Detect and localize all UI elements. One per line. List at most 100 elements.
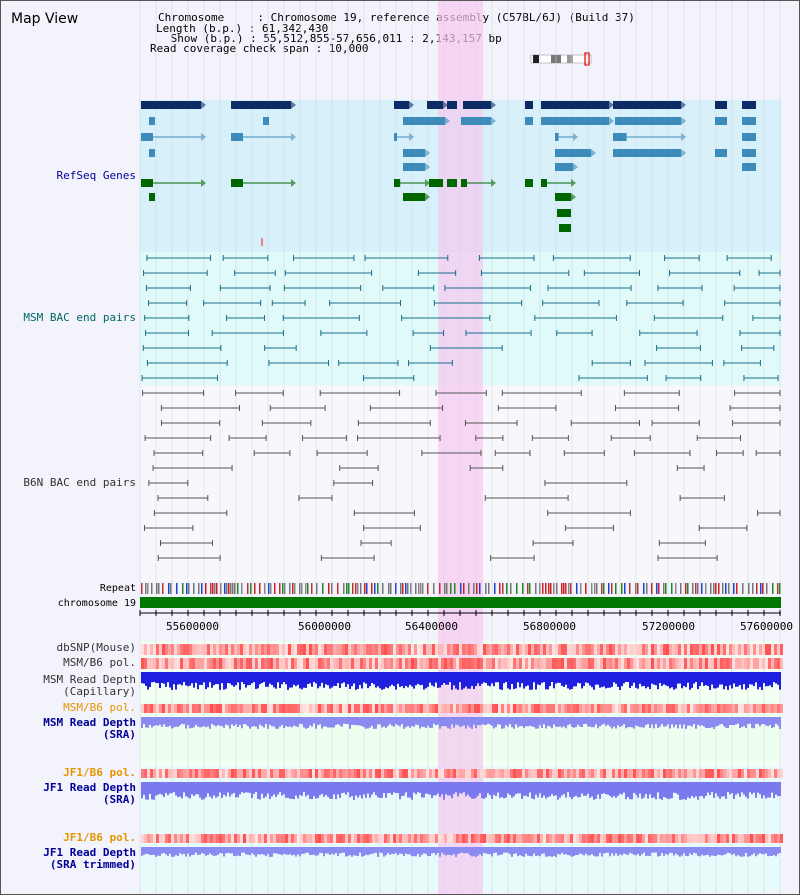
depth-bar — [687, 717, 689, 726]
heat-cell — [222, 644, 225, 655]
heat-cell — [357, 834, 360, 843]
depth-bar — [677, 847, 679, 856]
heat-cell — [531, 834, 534, 843]
depth-bar — [411, 717, 413, 727]
heat-cell — [348, 769, 351, 778]
heat-cell — [513, 658, 516, 669]
depth-bar — [373, 782, 375, 793]
heat-cell — [567, 704, 570, 713]
depth-bar — [521, 672, 523, 684]
depth-bar — [699, 672, 701, 686]
depth-bar — [737, 782, 739, 794]
depth-bar — [711, 717, 713, 728]
depth-bar — [713, 847, 715, 856]
heat-cell — [702, 658, 705, 669]
heat-cell — [357, 769, 360, 778]
depth-bar — [365, 672, 367, 684]
heat-cell — [477, 704, 480, 713]
heat-cell — [648, 644, 651, 655]
heat-cell — [690, 834, 693, 843]
depth-bar — [599, 672, 601, 688]
depth-bar — [513, 717, 515, 729]
depth-bar — [247, 672, 249, 686]
depth-bar — [419, 672, 421, 686]
repeat-mark — [360, 583, 362, 594]
depth-bar — [227, 782, 229, 793]
heat-cell — [207, 834, 210, 843]
heat-cell — [540, 704, 543, 713]
depth-bar — [547, 717, 549, 726]
depth-bar — [613, 847, 615, 856]
b6n-bac-pairs-track[interactable] — [142, 390, 781, 561]
depth-bar — [651, 782, 653, 798]
depth-bar — [747, 847, 749, 857]
heat-cell — [480, 704, 483, 713]
depth-bar — [189, 782, 191, 799]
repeat-mark — [446, 583, 448, 594]
msm-bac-pairs-track[interactable] — [141, 255, 781, 381]
heat-cell — [483, 658, 486, 669]
heat-cell — [654, 704, 657, 713]
depth-bar — [369, 847, 371, 855]
gene-exon — [525, 117, 533, 125]
depth-bar — [457, 672, 459, 690]
depth-bar — [441, 782, 443, 795]
heat-cell — [678, 769, 681, 778]
heat-cell — [510, 704, 513, 713]
b6n-bac-label[interactable]: B6N BAC end pairs — [23, 476, 136, 489]
heat-cell — [561, 658, 564, 669]
heat-cell — [522, 644, 525, 655]
repeat-track[interactable] — [141, 583, 781, 594]
depth-bar — [167, 672, 169, 683]
selected-region-highlight[interactable] — [438, 1, 483, 894]
gene-arrow — [409, 101, 414, 109]
heat-cell — [315, 644, 318, 655]
heat-cell — [657, 644, 660, 655]
depth-bar — [679, 672, 681, 684]
heat-cell — [459, 704, 462, 713]
depth-bar — [695, 782, 697, 797]
depth-bar — [275, 847, 277, 854]
depth-bar — [455, 847, 457, 857]
chromosome-bar[interactable] — [140, 597, 781, 608]
repeat-mark — [479, 583, 481, 594]
depth-bar — [439, 847, 441, 857]
heat-cell — [336, 834, 339, 843]
refseq-genes-track[interactable] — [141, 101, 756, 246]
heat-cell — [645, 704, 648, 713]
depth-bar — [589, 717, 591, 727]
heat-cell — [480, 834, 483, 843]
heat-cell — [486, 658, 489, 669]
heat-cell — [501, 644, 504, 655]
depth-bar — [283, 847, 285, 854]
heat-cell — [675, 644, 678, 655]
heat-cell — [444, 644, 447, 655]
depth-bar — [271, 847, 273, 857]
gene-arrow — [571, 179, 576, 187]
depth-bar — [653, 672, 655, 685]
heat-cell — [543, 834, 546, 843]
heat-cell — [618, 644, 621, 655]
heat-cell — [264, 644, 267, 655]
heat-cell — [387, 704, 390, 713]
heat-cell — [696, 644, 699, 655]
heat-cell — [723, 658, 726, 669]
heat-cell — [666, 834, 669, 843]
heat-cell — [657, 769, 660, 778]
heat-cell — [705, 834, 708, 843]
heat-cell — [414, 769, 417, 778]
depth-bar — [469, 672, 471, 689]
heat-cell — [738, 644, 741, 655]
heat-cell — [396, 704, 399, 713]
depth-bar — [225, 782, 227, 797]
heat-cell — [309, 769, 312, 778]
msm-bac-label[interactable]: MSM BAC end pairs — [23, 311, 136, 324]
depth-bar — [707, 672, 709, 687]
depth-bar — [483, 847, 485, 853]
heat-cell — [408, 658, 411, 669]
heat-cell — [678, 704, 681, 713]
heat-cell — [435, 769, 438, 778]
refseq-genes-label[interactable]: RefSeq Genes — [56, 169, 136, 182]
depth-bar — [619, 717, 621, 727]
